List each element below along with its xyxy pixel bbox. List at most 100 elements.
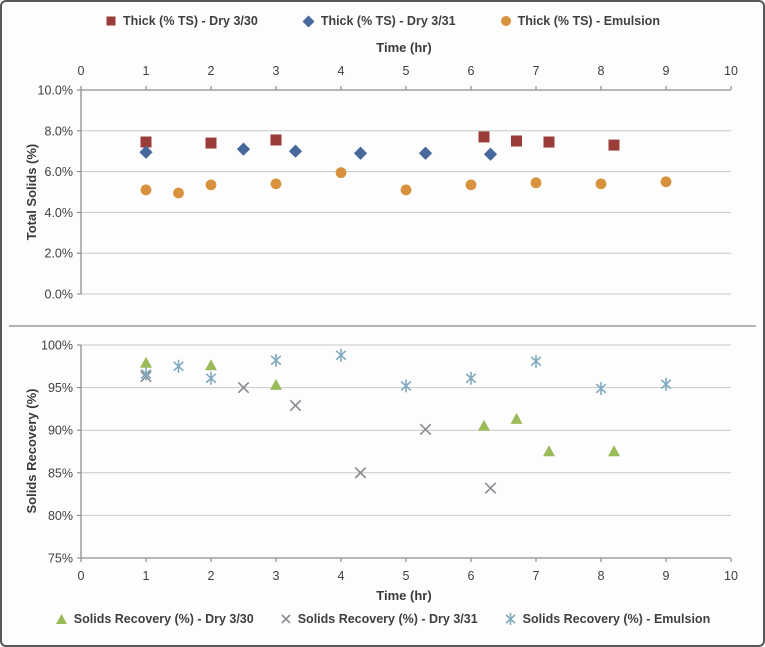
legend-label: Thick (% TS) - Emulsion	[517, 14, 660, 28]
data-point	[173, 187, 184, 199]
y-tick-label: 8.0%	[45, 124, 74, 138]
data-point	[205, 359, 217, 371]
data-point	[270, 178, 282, 190]
y-tick-label: 0.0%	[45, 288, 74, 302]
y-tick-label: 75%	[48, 552, 73, 566]
series-thick-ts-emulsion	[140, 167, 672, 199]
data-point	[530, 177, 542, 189]
x-tick-label: 4	[338, 64, 345, 78]
x-tick-label: 1	[143, 64, 150, 78]
data-point	[484, 482, 497, 494]
data-point	[608, 445, 620, 457]
series-thick-ts-dry-3-31	[139, 142, 498, 161]
bottom-chart-x-axis-title: Time (hr)	[376, 588, 432, 603]
x-tick-label: 2	[208, 64, 215, 78]
data-point	[205, 137, 217, 149]
data-point	[173, 359, 184, 373]
legend-label: Solids Recovery (%) - Dry 3/30	[73, 612, 254, 626]
total-solids-chart-plot: 0 1 2 3 4 5 6 7 8 9 10 0.0% 2.0% 4.0% 6.0% 8.0% 10.0%	[38, 64, 738, 302]
data-point	[400, 379, 412, 393]
legend-item-recovery-dry-3-30: Solids Recovery (%) - Dry 3/30	[55, 612, 254, 626]
star-marker-icon	[505, 613, 516, 625]
solids-recovery-chart-plot: 0 1 2 3 4 5 6 7 8 9 10 75% 80% 85% 90% 95% 100%	[41, 339, 738, 584]
data-point	[236, 142, 251, 156]
chart-divider	[9, 325, 756, 327]
x-tick-label: 7	[533, 64, 540, 78]
data-point	[205, 371, 217, 385]
series-solids-recovery-dry-3-31	[140, 370, 497, 494]
x-tick-label: 3	[273, 569, 280, 583]
legend-label: Solids Recovery (%) - Emulsion	[522, 612, 711, 626]
y-tick-label: 100%	[41, 339, 73, 353]
series-solids-recovery-dry-3-30	[140, 356, 620, 457]
data-point	[478, 419, 490, 431]
legend-item-thick-dry-3-31: Thick (% TS) - Dry 3/31	[302, 14, 456, 28]
data-point	[483, 147, 498, 161]
data-point	[660, 377, 672, 391]
y-tick-label: 80%	[48, 509, 73, 523]
data-point	[530, 354, 542, 368]
x-tick-label: 10	[724, 64, 738, 78]
x-tick-label: 1	[143, 569, 150, 583]
legend-item-recovery-dry-3-31: Solids Recovery (%) - Dry 3/31	[280, 612, 478, 626]
x-tick-label: 5	[403, 64, 410, 78]
series-thick-ts-dry-3-30	[140, 131, 620, 151]
y-tick-label: 2.0%	[45, 247, 74, 261]
data-point	[418, 146, 433, 160]
legend-label: Thick (% TS) - Dry 3/30	[123, 14, 258, 28]
legend-label: Solids Recovery (%) - Dry 3/31	[297, 612, 478, 626]
data-point	[270, 134, 282, 146]
data-point	[511, 135, 522, 147]
data-point	[270, 353, 282, 367]
x-tick-label: 2	[208, 569, 215, 583]
data-point	[510, 412, 523, 424]
x-tick-label: 10	[724, 569, 738, 583]
axes: 0 1 2 3 4 5 6 7 8 9 10 0.0% 2.0% 4.0% 6.0% 8.0% 10.0%	[38, 64, 738, 302]
data-point	[140, 136, 152, 148]
y-tick-label: 6.0%	[45, 165, 74, 179]
data-point	[353, 146, 368, 160]
legend-item-thick-dry-3-30: Thick (% TS) - Dry 3/30	[105, 14, 258, 28]
x-tick-label: 8	[598, 569, 605, 583]
x-tick-label: 5	[403, 569, 410, 583]
data-point	[140, 184, 152, 196]
data-point	[237, 381, 250, 394]
x-tick-label: 7	[533, 569, 540, 583]
data-point	[465, 179, 477, 191]
x-tick-label: 6	[468, 569, 475, 583]
top-chart-legend: Thick (% TS) - Dry 3/30 Thick (% TS) - D…	[2, 14, 763, 28]
x-tick-label: 6	[468, 64, 475, 78]
data-point	[288, 144, 303, 158]
triangle-marker-icon	[55, 614, 67, 624]
y-tick-label: 4.0%	[45, 206, 74, 220]
axes: 0 1 2 3 4 5 6 7 8 9 10 75% 80% 85% 90% 95% 100%	[41, 339, 738, 584]
y-tick-label: 95%	[48, 381, 73, 395]
y-tick-label: 10.0%	[38, 84, 73, 98]
data-point	[543, 136, 555, 148]
legend-item-recovery-emulsion: Solids Recovery (%) - Emulsion	[504, 612, 711, 626]
data-point	[660, 176, 672, 188]
data-point	[140, 356, 152, 368]
data-point	[595, 178, 607, 190]
bottom-chart-legend: Solids Recovery (%) - Dry 3/30 Solids Re…	[2, 612, 763, 626]
x-tick-label: 9	[663, 64, 670, 78]
y-tick-label: 90%	[48, 424, 73, 438]
x-marker-icon	[281, 614, 291, 624]
x-tick-label: 4	[338, 569, 345, 583]
x-tick-label: 3	[273, 64, 280, 78]
data-point	[543, 445, 555, 457]
data-point	[478, 131, 490, 143]
circle-marker-icon	[500, 16, 511, 26]
x-tick-label: 0	[78, 64, 85, 78]
data-point	[608, 139, 620, 151]
data-point	[289, 399, 302, 412]
legend-item-thick-emulsion: Thick (% TS) - Emulsion	[500, 14, 660, 28]
data-point	[205, 179, 217, 191]
data-point	[419, 423, 432, 436]
square-marker-icon	[106, 16, 116, 26]
data-point	[140, 367, 152, 381]
x-tick-label: 0	[78, 569, 85, 583]
data-point	[335, 167, 347, 179]
data-point	[465, 371, 477, 385]
